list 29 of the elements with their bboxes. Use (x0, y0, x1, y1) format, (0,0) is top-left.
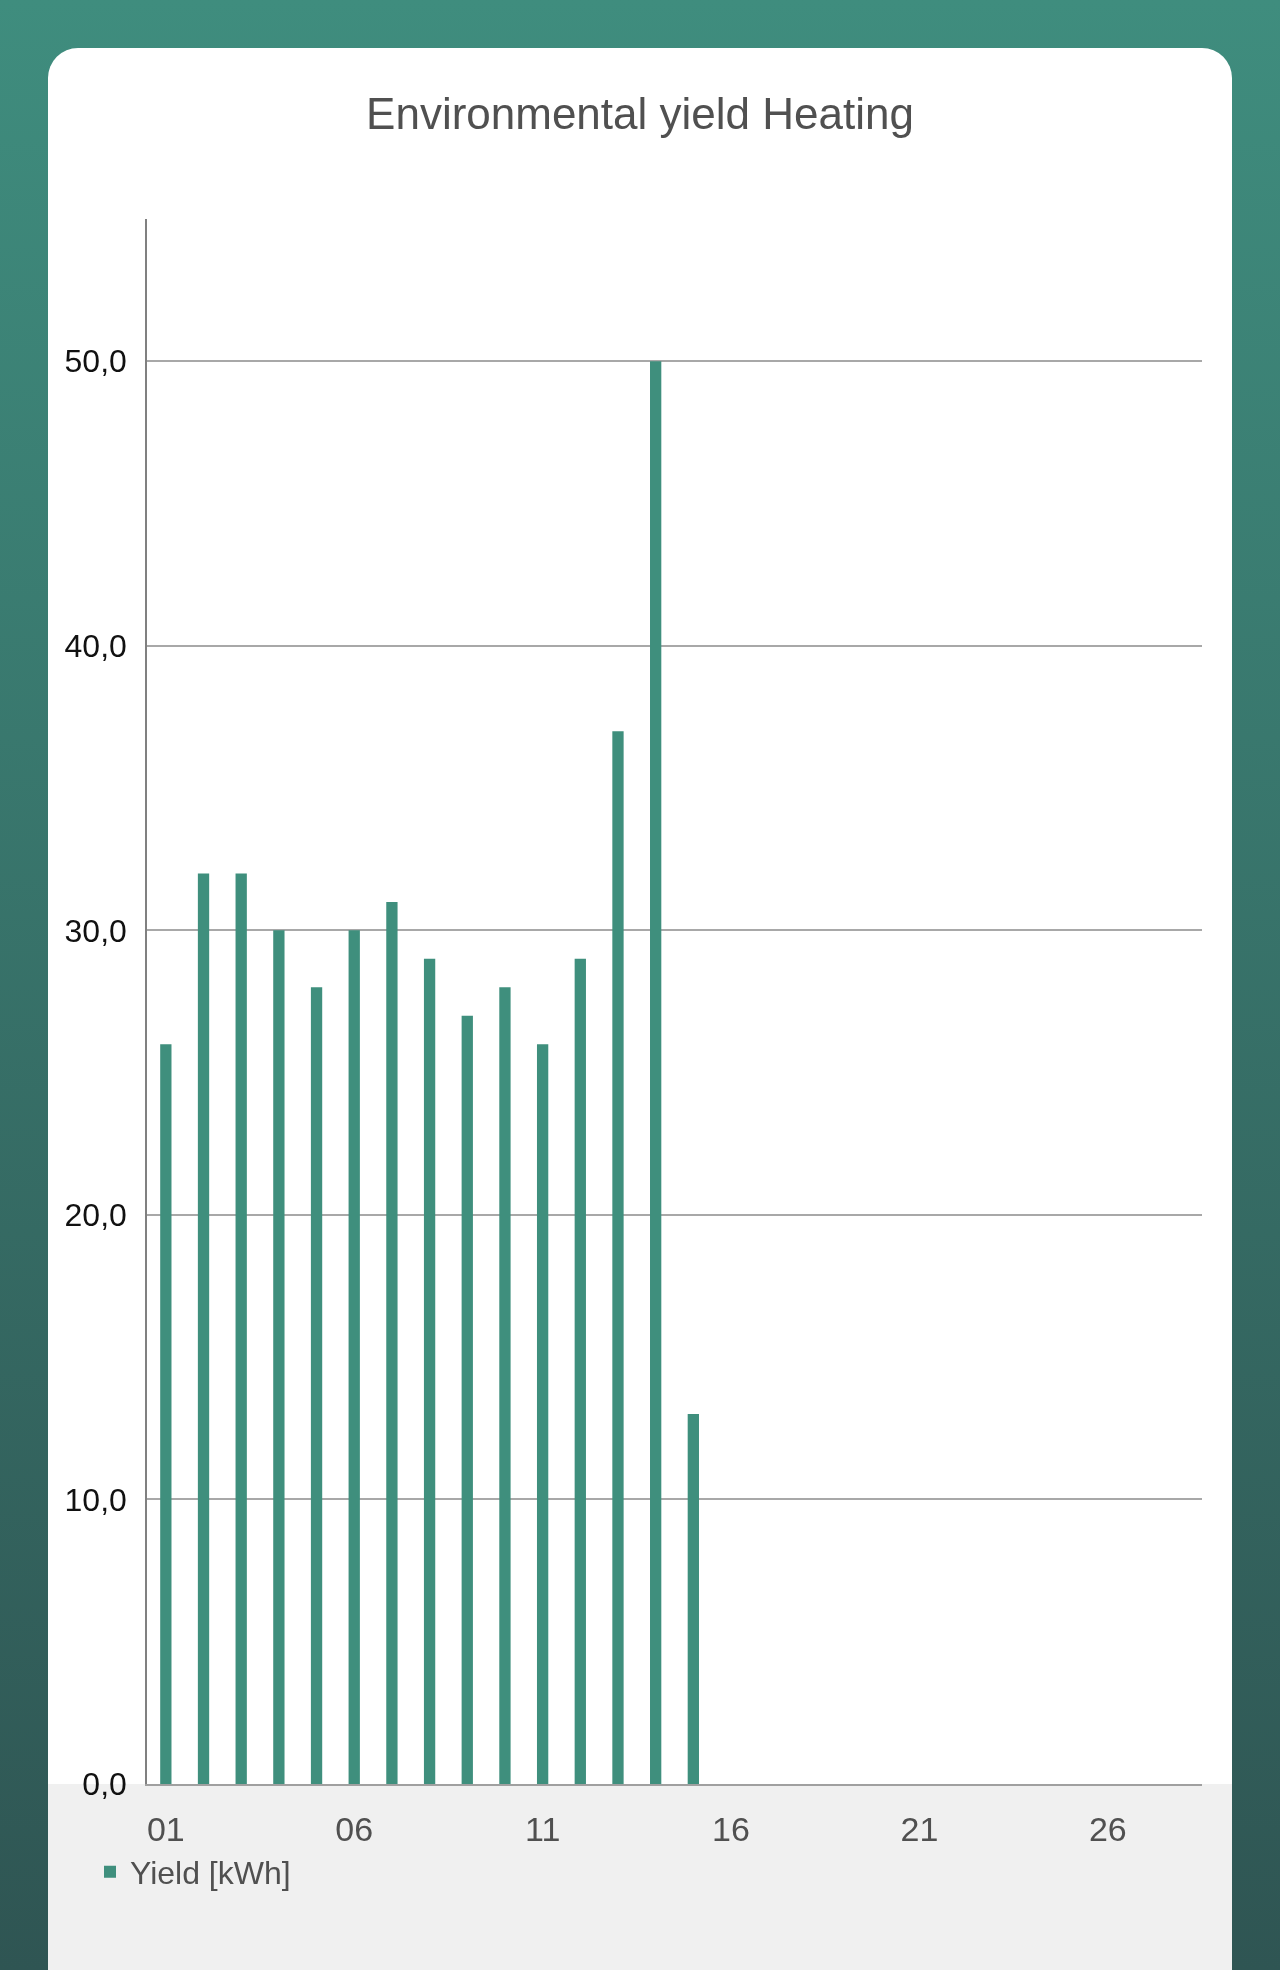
bar (650, 361, 662, 1784)
bar (461, 1015, 473, 1784)
y-tick-label: 0,0 (82, 1766, 127, 1803)
y-tick-label: 20,0 (64, 1197, 127, 1234)
x-tick-label: 06 (335, 1809, 374, 1848)
bar (273, 930, 285, 1784)
bar (386, 901, 398, 1784)
bar (499, 987, 511, 1784)
bar (687, 1414, 699, 1784)
y-tick-label: 10,0 (64, 1481, 127, 1518)
bar (235, 873, 247, 1784)
x-tick-label: 11 (524, 1809, 561, 1848)
bar (348, 930, 360, 1784)
bar (423, 958, 436, 1784)
chart-title: Environmental yield Heating (366, 89, 914, 139)
x-tick-label: 21 (900, 1809, 939, 1848)
bar (197, 873, 210, 1784)
y-tick-label: 50,0 (64, 343, 127, 380)
y-tick-label: 40,0 (64, 628, 127, 665)
bar (574, 958, 586, 1784)
x-tick-label: 01 (146, 1809, 185, 1848)
legend-label: Yield [kWh] (130, 1855, 291, 1892)
bar (612, 731, 624, 1784)
bar (310, 987, 323, 1784)
y-tick-label: 30,0 (64, 912, 127, 949)
x-tick-label: 16 (712, 1809, 750, 1848)
x-tick-label: 26 (1088, 1809, 1127, 1848)
bar (536, 1044, 549, 1784)
bar (160, 1044, 172, 1784)
